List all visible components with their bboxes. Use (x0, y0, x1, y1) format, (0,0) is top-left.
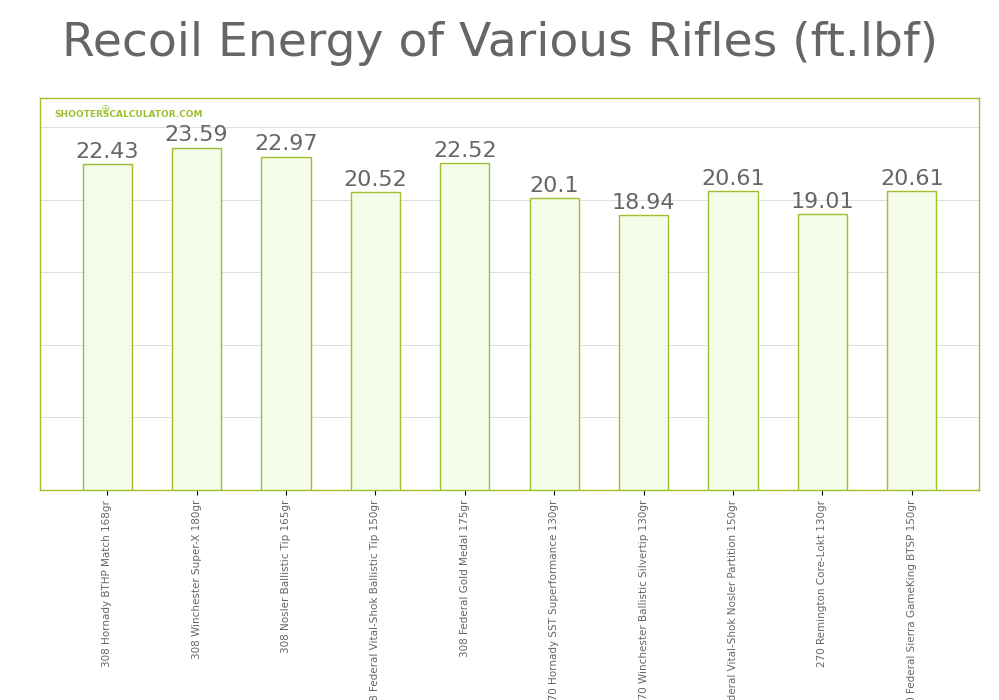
Text: Recoil Energy of Various Rifles (ft.lbf): Recoil Energy of Various Rifles (ft.lbf) (62, 21, 937, 66)
Bar (708, 191, 757, 490)
Bar (529, 198, 578, 490)
Text: ⊕: ⊕ (101, 104, 110, 114)
Text: 22.43: 22.43 (76, 142, 139, 162)
Bar (887, 191, 936, 490)
Text: 22.97: 22.97 (255, 134, 318, 154)
Bar (172, 148, 221, 490)
Text: 22.52: 22.52 (433, 141, 497, 161)
Text: 20.1: 20.1 (529, 176, 579, 196)
Text: 19.01: 19.01 (790, 192, 854, 212)
Bar (351, 192, 400, 490)
Text: 20.52: 20.52 (344, 170, 408, 190)
Text: 20.61: 20.61 (880, 169, 944, 188)
Bar (798, 214, 847, 490)
Text: 20.61: 20.61 (701, 169, 765, 188)
Bar (441, 163, 490, 490)
Bar (619, 215, 668, 490)
Bar (262, 157, 311, 490)
Text: 18.94: 18.94 (611, 193, 675, 213)
Text: SHOOTERSCALCULATOR.COM: SHOOTERSCALCULATOR.COM (54, 110, 203, 119)
Text: 23.59: 23.59 (165, 125, 229, 146)
Bar (83, 164, 132, 490)
